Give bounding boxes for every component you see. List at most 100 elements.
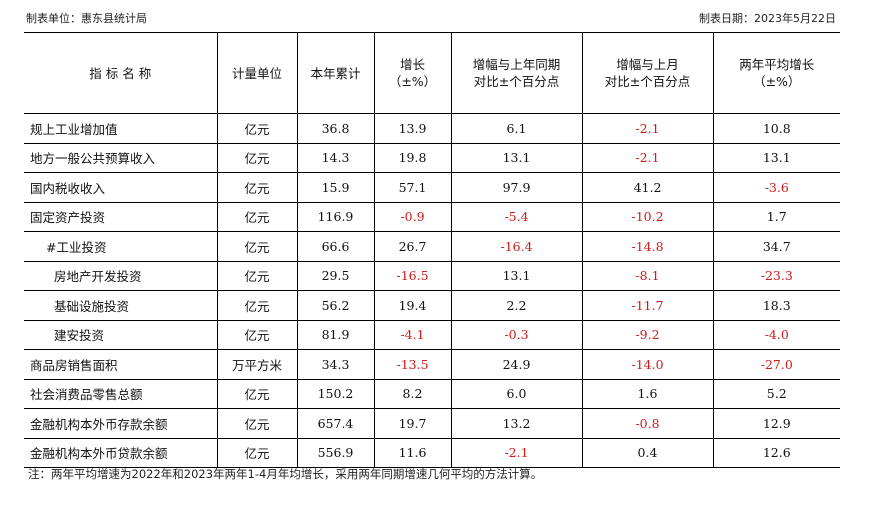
table-row: 商品房销售面积 万平方米 34.3 -13.5 24.9 -14.0 -27.0 [24,349,840,379]
table-row: 金融机构本外币贷款余额 亿元 556.9 11.6 -2.1 0.4 12.6 [24,438,840,468]
growth-value: -4.1 [373,320,451,350]
two-year-avg-value: 18.3 [712,290,840,320]
unit-cell: 亿元 [216,231,297,261]
two-year-avg-value: -3.6 [712,172,840,202]
indicator-name: 规上工业增加值 [30,121,118,137]
growth-value: 19.8 [373,143,451,173]
indicator-name: 社会消费品零售总额 [30,387,143,403]
growth-value: 13.9 [373,113,451,143]
indicator-name: #工业投资 [46,239,107,255]
growth-value: -0.9 [373,202,451,232]
ytd-value: 14.3 [296,143,374,173]
indicator-name: 建安投资 [54,328,105,344]
growth-value: 26.7 [373,231,451,261]
vs-last-month-value: -10.2 [581,202,713,232]
vs-last-month-value: -11.7 [581,290,713,320]
unit-cell: 亿元 [216,408,297,438]
growth-value: 19.7 [373,408,451,438]
two-year-avg-value: -4.0 [712,320,840,350]
col-header-ytd: 本年累计 [296,32,374,114]
ytd-value: 34.3 [296,349,374,379]
vs-last-year-value: 13.1 [450,261,582,291]
table-row: 社会消费品零售总额 亿元 150.2 8.2 6.0 1.6 5.2 [24,379,840,409]
vs-last-year-value: 6.0 [450,379,582,409]
footnote: 注：两年平均增速为2022年和2023年两年1-4月年均增长，采用两年同期增速几… [28,467,543,481]
indicator-name: 基础设施投资 [54,298,130,314]
ytd-value: 29.5 [296,261,374,291]
two-year-avg-value: -23.3 [712,261,840,291]
vs-last-year-value: 13.1 [450,143,582,173]
two-year-avg-value: 13.1 [712,143,840,173]
two-year-avg-value: 12.6 [712,438,840,468]
ytd-value: 657.4 [296,408,374,438]
unit-cell: 亿元 [216,143,297,173]
growth-value: 8.2 [373,379,451,409]
unit-cell: 亿元 [216,438,297,468]
issuing-unit: 制表单位：惠东县统计局 [26,12,147,25]
two-year-avg-value: 34.7 [712,231,840,261]
col-header-vs-last-year: 增幅与上年同期 对比±个百分点 [450,32,582,114]
vs-last-year-value: 6.1 [450,113,582,143]
unit-cell: 亿元 [216,113,297,143]
col-header-vs-last-month: 增幅与上月 对比±个百分点 [581,32,713,114]
table-row: 金融机构本外币存款余额 亿元 657.4 19.7 13.2 -0.8 12.9 [24,408,840,438]
vs-last-month-value: 0.4 [581,438,713,468]
header-row: 指 标 名 称 计量单位 本年累计 增长 （±%） 增幅与上年同期 对比±个百分点 … [24,32,840,114]
table-row: 基础设施投资 亿元 56.2 19.4 2.2 -11.7 18.3 [24,290,840,320]
indicator-name: 国内税收收入 [30,180,106,196]
col-header-indicator: 指 标 名 称 [24,32,217,114]
unit-cell: 亿元 [216,290,297,320]
vs-last-month-value: 41.2 [581,172,713,202]
vs-last-year-value: -5.4 [450,202,582,232]
ytd-value: 15.9 [296,172,374,202]
vs-last-month-value: 1.6 [581,379,713,409]
growth-value: -13.5 [373,349,451,379]
growth-value: 11.6 [373,438,451,468]
two-year-avg-value: 10.8 [712,113,840,143]
col-header-unit: 计量单位 [216,32,297,114]
unit-cell: 万平方米 [216,349,297,379]
table-row: 规上工业增加值 亿元 36.8 13.9 6.1 -2.1 10.8 [24,113,840,143]
ytd-value: 36.8 [296,113,374,143]
indicator-name: 金融机构本外币存款余额 [30,416,168,432]
vs-last-year-value: -0.3 [450,320,582,350]
col-header-growth: 增长 （±%） [373,32,451,114]
vs-last-month-value: -0.8 [581,408,713,438]
vs-last-year-value: -2.1 [450,438,582,468]
issue-date: 制表日期：2023年5月22日 [699,12,836,25]
indicator-name: 地方一般公共预算收入 [30,151,156,167]
vs-last-month-value: -9.2 [581,320,713,350]
vs-last-year-value: -16.4 [450,231,582,261]
vs-last-year-value: 13.2 [450,408,582,438]
table-row: #工业投资 亿元 66.6 26.7 -16.4 -14.8 34.7 [24,231,840,261]
indicator-name: 房地产开发投资 [54,269,142,285]
two-year-avg-value: -27.0 [712,349,840,379]
unit-cell: 亿元 [216,320,297,350]
table-row: 建安投资 亿元 81.9 -4.1 -0.3 -9.2 -4.0 [24,320,840,350]
statistics-table: 指 标 名 称 计量单位 本年累计 增长 （±%） 增幅与上年同期 对比±个百分点 … [24,32,840,468]
ytd-value: 56.2 [296,290,374,320]
ytd-value: 556.9 [296,438,374,468]
growth-value: 57.1 [373,172,451,202]
vs-last-month-value: -2.1 [581,143,713,173]
vs-last-month-value: -2.1 [581,113,713,143]
unit-cell: 亿元 [216,202,297,232]
vs-last-year-value: 2.2 [450,290,582,320]
indicator-name: 固定资产投资 [30,210,106,226]
vs-last-month-value: -14.8 [581,231,713,261]
two-year-avg-value: 5.2 [712,379,840,409]
growth-value: -16.5 [373,261,451,291]
two-year-avg-value: 12.9 [712,408,840,438]
unit-cell: 亿元 [216,379,297,409]
vs-last-year-value: 97.9 [450,172,582,202]
ytd-value: 150.2 [296,379,374,409]
vs-last-year-value: 24.9 [450,349,582,379]
table-row: 地方一般公共预算收入 亿元 14.3 19.8 13.1 -2.1 13.1 [24,143,840,173]
ytd-value: 81.9 [296,320,374,350]
table-row: 房地产开发投资 亿元 29.5 -16.5 13.1 -8.1 -23.3 [24,261,840,291]
table-row: 国内税收收入 亿元 15.9 57.1 97.9 41.2 -3.6 [24,172,840,202]
ytd-value: 116.9 [296,202,374,232]
table-row: 固定资产投资 亿元 116.9 -0.9 -5.4 -10.2 1.7 [24,202,840,232]
indicator-name: 金融机构本外币贷款余额 [30,446,168,462]
two-year-avg-value: 1.7 [712,202,840,232]
